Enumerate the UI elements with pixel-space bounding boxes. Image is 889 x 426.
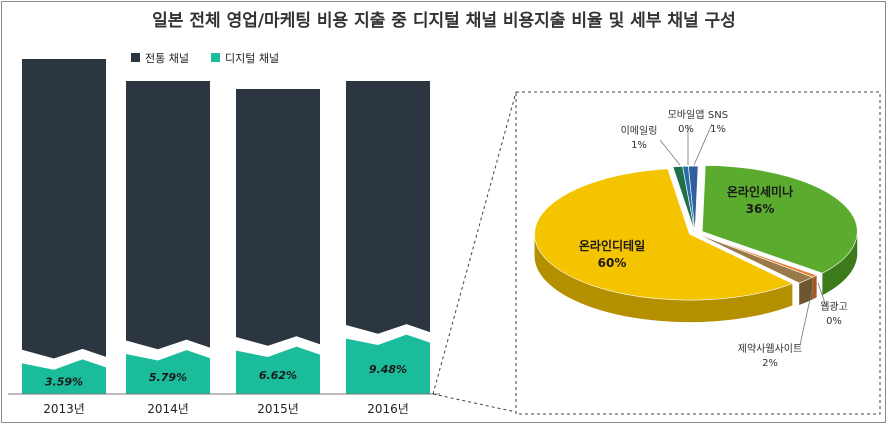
bar-digital-2014년 <box>126 350 210 394</box>
bar-digital-label: 9.48% <box>369 363 407 376</box>
bar-traditional-2013년 <box>22 59 106 359</box>
bar-traditional-2015년 <box>236 89 320 346</box>
pie-slice-value: 0% <box>678 124 694 135</box>
pie-slice-label: 온라인디테일 <box>579 238 645 253</box>
pie-slice-value: 0% <box>826 316 842 327</box>
x-tick-label: 2014년 <box>147 402 189 416</box>
pie-slice-label: SNS <box>708 110 728 121</box>
legend-label-digital: 디지털 채널 <box>225 52 279 65</box>
pie-side <box>812 275 817 300</box>
pie-side <box>822 231 858 296</box>
x-tick-label: 2016년 <box>367 402 409 416</box>
pie-slice <box>696 233 814 284</box>
pie-slice-value: 36% <box>746 202 775 216</box>
bar-group: 3.59% 2013년 5.79% 2014년 6.62% 2015년 9.48% 2016년 <box>22 59 430 416</box>
legend: 전통 채널 디지털 채널 <box>131 52 279 65</box>
pie-slice-label: 모바일앱 <box>668 109 705 121</box>
pie-slice <box>534 168 794 301</box>
bar-digital-label: 6.62% <box>259 369 297 382</box>
pie-slice-label: 이메일링 <box>621 125 658 137</box>
legend-label-traditional: 전통 채널 <box>145 52 189 65</box>
pie-leader-line <box>693 123 713 166</box>
x-tick-label: 2015년 <box>257 402 299 416</box>
pie-slice-label: 웹광고 <box>820 301 848 313</box>
pie-side <box>534 234 793 323</box>
pie-leader-line <box>659 139 681 166</box>
pie-group: 온라인세미나 36% 온라인디테일 60% 웹광고 0% 제약사웹사이트 2% 이메일링 1% 모바… <box>534 109 858 369</box>
callout-line-top <box>432 91 517 395</box>
pie-slice-value: 2% <box>762 358 778 369</box>
pie-leader-line <box>817 282 827 307</box>
pie-slice-value: 60% <box>598 256 627 270</box>
pie-leader-line <box>799 289 813 346</box>
callout-lines <box>432 91 881 415</box>
pie-slice <box>688 165 699 233</box>
x-tick-label: 2013년 <box>43 402 85 416</box>
bar-digital-2013년 <box>22 359 106 394</box>
bar-digital-label: 3.59% <box>45 375 83 388</box>
bar-digital-2015년 <box>236 346 320 394</box>
bar-digital-label: 5.79% <box>149 371 187 384</box>
bar-traditional-2014년 <box>126 81 210 350</box>
chart-title: 일본 전체 영업/마케팅 비용 지출 중 디지털 채널 비용지출 비율 및 세부… <box>152 11 736 31</box>
pie-slice-label: 온라인세미나 <box>727 184 793 199</box>
bar-digital-2016년 <box>346 334 430 394</box>
pie-slice-label: 제약사웹사이트 <box>738 343 802 355</box>
callout-line-bottom <box>432 393 517 413</box>
legend-swatch-traditional <box>131 53 140 62</box>
callout-box <box>515 91 881 415</box>
pie-slice-value: 1% <box>710 124 726 135</box>
bar-traditional-2016년 <box>346 81 430 334</box>
legend-swatch-digital <box>211 53 220 62</box>
pie-side <box>799 277 813 306</box>
pie-slice-value: 1% <box>631 140 647 151</box>
pie-slice <box>701 165 858 274</box>
